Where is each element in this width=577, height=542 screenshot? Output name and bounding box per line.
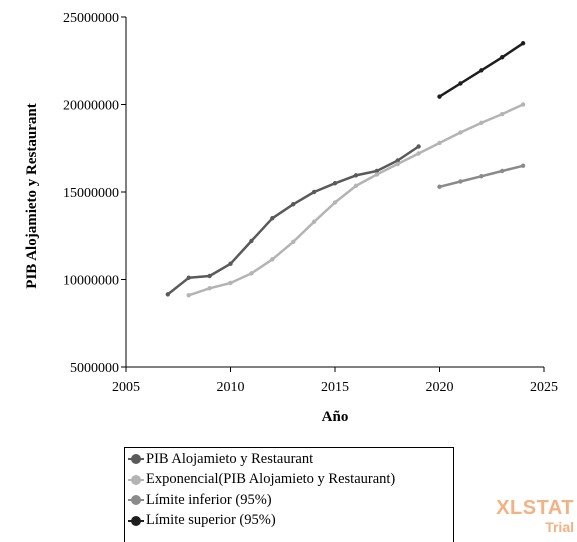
data-point-series-1 xyxy=(270,257,275,262)
data-point-series-1 xyxy=(395,161,400,167)
legend-item: PIB Alojamieto y Restaurant xyxy=(128,449,453,470)
legend-label: Límite inferior (95%) xyxy=(146,491,272,508)
y-axis-title: PIB Alojamieto y Restaurant xyxy=(24,103,40,288)
axes: 5000000 10000000 15000000 20000000 25000000 2… xyxy=(24,11,558,425)
y-tick-label: 25000000 xyxy=(63,11,119,26)
data-point-series-0 xyxy=(291,202,296,207)
x-axis-title: Año xyxy=(322,409,349,425)
data-point-series-1 xyxy=(332,200,338,205)
x-tick-label: 2010 xyxy=(217,380,245,395)
y-tick-label: 10000000 xyxy=(63,274,119,289)
legend-label: Límite superior (95%) xyxy=(146,512,276,529)
xlstat-watermark: XLSTAT Trial xyxy=(484,498,574,534)
data-point-series-2 xyxy=(437,184,442,189)
y-tick-label: 20000000 xyxy=(63,99,119,114)
legend-marker-icon xyxy=(128,473,144,487)
legend-item: Límite superior (95%) xyxy=(128,511,453,532)
data-point-series-0 xyxy=(332,181,338,186)
data-point-series-0 xyxy=(186,275,191,280)
data-point-series-1 xyxy=(458,130,463,135)
data-point-series-2 xyxy=(520,163,526,168)
data-point-series-3 xyxy=(437,94,442,99)
series-line-1 xyxy=(187,103,525,297)
series-line-0 xyxy=(166,145,420,296)
data-point-series-3 xyxy=(500,55,505,60)
legend-marker-icon xyxy=(128,452,144,466)
data-point-series-0 xyxy=(228,261,233,266)
data-point-series-1 xyxy=(353,183,359,189)
data-point-series-0 xyxy=(207,273,212,279)
data-point-series-1 xyxy=(479,120,484,126)
data-point-series-0 xyxy=(395,158,400,163)
watermark-sub: Trial xyxy=(545,519,574,535)
legend-label: PIB Alojamieto y Restaurant xyxy=(146,450,314,467)
x-tick-label: 2005 xyxy=(112,380,140,395)
data-point-series-1 xyxy=(374,172,379,177)
data-point-series-1 xyxy=(416,151,421,156)
legend-item: Límite inferior (95%) xyxy=(128,490,453,511)
data-point-series-0 xyxy=(416,144,421,149)
y-tick-label: 15000000 xyxy=(63,186,119,201)
data-point-series-2 xyxy=(479,174,484,179)
x-tick-label: 2025 xyxy=(530,380,558,395)
data-point-series-3 xyxy=(520,41,526,46)
data-point-series-0 xyxy=(270,216,275,221)
data-point-series-1 xyxy=(249,271,254,276)
data-point-series-0 xyxy=(353,173,359,178)
data-point-series-0 xyxy=(165,292,170,297)
x-tick-label: 2015 xyxy=(321,380,349,395)
data-point-series-1 xyxy=(291,239,296,245)
data-point-series-3 xyxy=(458,81,463,86)
legend-marker-icon xyxy=(128,514,144,528)
legend-label: Exponencial(PIB Alojamieto y Restaurant) xyxy=(146,471,396,488)
legend-item: Exponencial(PIB Alojamieto y Restaurant) xyxy=(128,470,453,491)
data-point-series-3 xyxy=(479,68,484,73)
data-point-series-1 xyxy=(437,140,442,146)
watermark-brand: XLSTAT xyxy=(496,497,574,519)
data-point-series-1 xyxy=(228,280,233,286)
data-point-series-0 xyxy=(374,168,379,174)
data-point-series-1 xyxy=(500,111,505,117)
chart-svg: 5000000 10000000 15000000 20000000 25000000 2… xyxy=(24,11,558,425)
data-point-series-2 xyxy=(500,168,505,174)
series-layer xyxy=(165,41,526,298)
data-point-series-0 xyxy=(311,189,317,195)
data-point-series-1 xyxy=(311,219,317,224)
y-tick-label: 5000000 xyxy=(70,361,119,376)
data-point-series-1 xyxy=(520,102,526,107)
data-point-series-0 xyxy=(249,238,254,244)
data-point-series-1 xyxy=(186,293,191,298)
data-point-series-1 xyxy=(207,286,212,291)
legend: PIB Alojamieto y Restaurant Exponencial(P… xyxy=(124,447,454,542)
x-tick-label: 2020 xyxy=(426,380,454,395)
legend-marker-icon xyxy=(128,493,144,507)
data-point-series-2 xyxy=(458,179,463,184)
